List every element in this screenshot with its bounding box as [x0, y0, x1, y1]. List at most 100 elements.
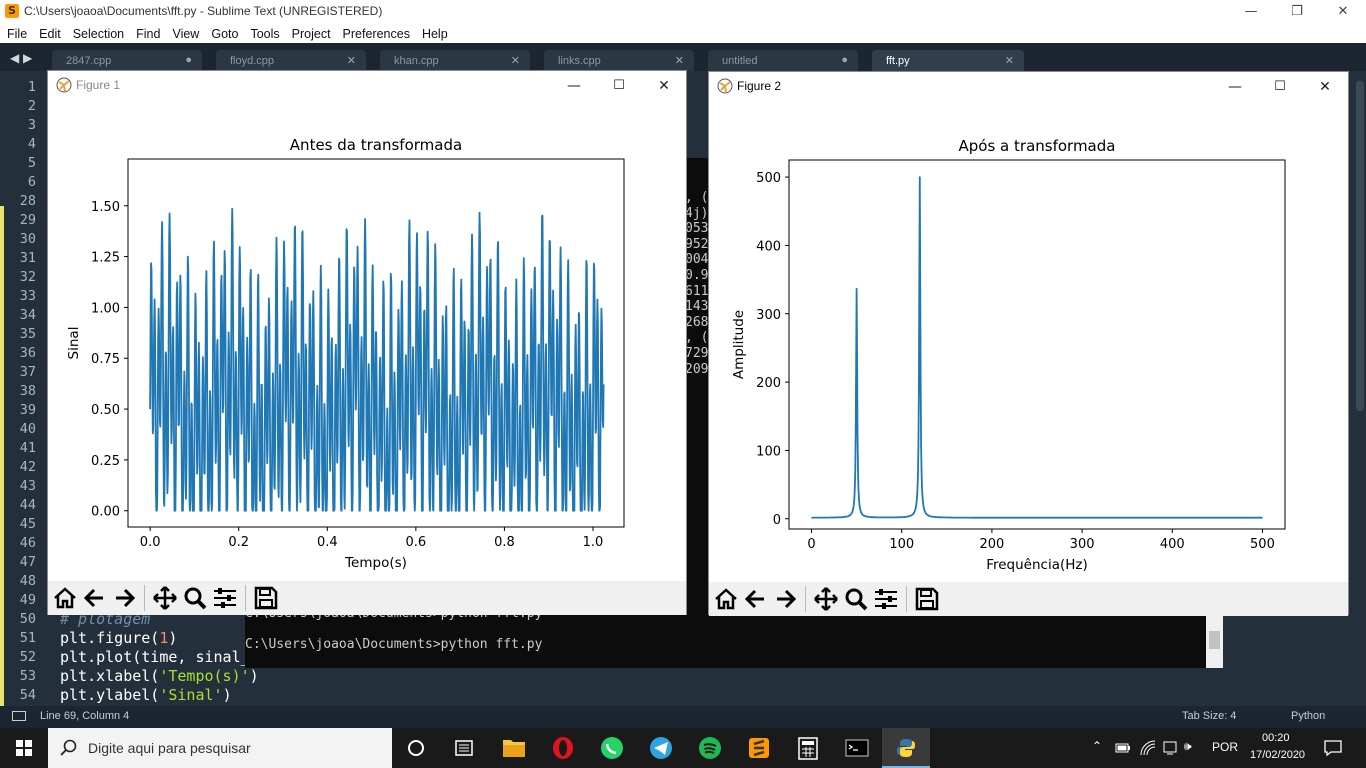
task-view-icon[interactable]: [440, 728, 488, 768]
menu-file[interactable]: File: [7, 27, 28, 41]
line-number: 35: [19, 326, 36, 342]
console-output-fragment: , (: [685, 190, 709, 205]
forward-arrow-icon[interactable]: [110, 585, 138, 611]
line-number: 36: [19, 345, 36, 361]
figure-minimize-button[interactable]: —: [567, 78, 581, 94]
sublime-text-taskbar-icon[interactable]: [735, 728, 783, 768]
line-number: 28: [19, 193, 36, 209]
menu-view[interactable]: View: [172, 27, 200, 41]
minimize-button[interactable]: —: [1244, 4, 1258, 19]
pan-icon[interactable]: [812, 586, 840, 612]
python-taskbar-button[interactable]: [882, 728, 930, 768]
tab-nav-arrows[interactable]: ◀ ▶: [10, 51, 33, 65]
x-tick-label: 200: [979, 537, 1004, 552]
home-icon[interactable]: [51, 585, 79, 611]
modified-line-marker: [0, 454, 4, 716]
x-tick-label: 0.4: [317, 535, 338, 550]
zoom-icon[interactable]: [181, 585, 209, 611]
file-explorer-icon[interactable]: [490, 728, 538, 768]
restore-button[interactable]: ❐: [1291, 4, 1303, 19]
telegram-icon[interactable]: [637, 728, 685, 768]
y-tick-label: 0.75: [91, 352, 120, 367]
configure-subplots-icon[interactable]: [872, 586, 900, 612]
tab-2847-cpp[interactable]: 2847.cpp ●: [52, 50, 202, 71]
tab-untitled[interactable]: untitled ●: [708, 50, 858, 71]
unsaved-dot-icon[interactable]: ●: [185, 54, 192, 66]
console-scrollbar-thumb[interactable]: [1209, 631, 1220, 649]
notifications-icon[interactable]: [1324, 740, 1342, 756]
pan-icon[interactable]: [151, 585, 179, 611]
clock-date[interactable]: 17/02/2020: [1250, 749, 1306, 761]
save-figure-icon[interactable]: [252, 585, 280, 611]
line-number: 46: [19, 535, 36, 551]
line-number: 53: [19, 668, 36, 684]
spotify-icon[interactable]: [686, 728, 734, 768]
tab-close-icon[interactable]: ✕: [1004, 55, 1014, 67]
console-output-fragment: 004: [685, 252, 709, 268]
tab-close-icon[interactable]: ✕: [346, 55, 356, 67]
opera-icon[interactable]: [539, 728, 587, 768]
line-number: 44: [19, 497, 36, 513]
figure-maximize-button[interactable]: ☐: [1274, 79, 1286, 94]
console-toggle-icon[interactable]: [12, 711, 26, 721]
forward-arrow-icon[interactable]: [771, 586, 799, 612]
tab-label: fft.py: [886, 55, 910, 67]
tab-links-cpp[interactable]: links.cpp ✕: [544, 50, 694, 71]
back-arrow-icon[interactable]: [81, 585, 109, 611]
figure-maximize-button[interactable]: ☐: [613, 78, 625, 93]
close-button[interactable]: ✕: [1337, 4, 1349, 19]
whatsapp-icon[interactable]: [588, 728, 636, 768]
wifi-icon[interactable]: [1140, 740, 1156, 756]
menu-find[interactable]: Find: [136, 27, 161, 41]
clock-time[interactable]: 00:20: [1262, 732, 1290, 744]
scrollbar-thumb[interactable]: [1356, 81, 1364, 411]
battery-icon[interactable]: [1115, 741, 1131, 755]
save-figure-icon[interactable]: [913, 586, 941, 612]
line-number: 39: [19, 402, 36, 418]
x-tick-label: 0.0: [140, 535, 161, 550]
volume-icon[interactable]: 🕪: [1184, 739, 1192, 753]
windows-start-icon[interactable]: [0, 728, 48, 768]
unsaved-dot-icon[interactable]: ●: [841, 54, 848, 66]
figure-close-button[interactable]: ✕: [658, 78, 670, 94]
menu-selection[interactable]: Selection: [72, 27, 125, 41]
taskbar-search-box[interactable]: Digite aqui para pesquisar: [48, 728, 392, 768]
configure-subplots-icon[interactable]: [211, 585, 239, 611]
tab-size[interactable]: Tab Size: 4: [1182, 710, 1237, 722]
tab-close-icon[interactable]: ✕: [510, 55, 520, 67]
figure-minimize-button[interactable]: —: [1228, 79, 1242, 95]
line-number: 49: [19, 592, 36, 608]
tab-khan-cpp[interactable]: khan.cpp ✕: [380, 50, 530, 71]
home-icon[interactable]: [712, 586, 740, 612]
back-arrow-icon[interactable]: [742, 586, 770, 612]
editor-scrollbar[interactable]: [1354, 71, 1366, 706]
command-prompt-icon[interactable]: [833, 728, 881, 768]
line-number: 29: [19, 212, 36, 228]
device-connected-icon[interactable]: [1162, 740, 1178, 756]
menu-help[interactable]: Help: [421, 27, 448, 41]
syntax-mode[interactable]: Python: [1291, 710, 1326, 722]
menu-goto[interactable]: Goto: [211, 27, 239, 41]
tab-fft-py[interactable]: fft.py ✕: [872, 50, 1024, 71]
tab-close-icon[interactable]: ✕: [674, 55, 684, 67]
menu-tools[interactable]: Tools: [250, 27, 280, 41]
console-scrollbar[interactable]: [1206, 613, 1223, 668]
menu-preferences[interactable]: Preferences: [342, 27, 410, 41]
show-hidden-icons-chevron-icon[interactable]: ⌃: [1092, 739, 1103, 753]
cursor-position: Line 69, Column 4: [40, 710, 130, 722]
input-language[interactable]: POR: [1212, 740, 1239, 754]
figure-close-button[interactable]: ✕: [1319, 79, 1331, 95]
menu-edit[interactable]: Edit: [39, 27, 61, 41]
line-number: 30: [19, 231, 36, 247]
line-number: 1: [27, 79, 36, 95]
calculator-icon[interactable]: [784, 728, 832, 768]
x-tick-label: 500: [1250, 537, 1275, 552]
tab-floyd-cpp[interactable]: floyd.cpp ✕: [216, 50, 366, 71]
cortana-icon[interactable]: [392, 728, 440, 768]
frequency-spectrum-plot: 0 100 200 300 400 500 0 100 200 300 400 500 Após a t…: [731, 137, 1286, 573]
y-tick-label: 200: [756, 376, 781, 391]
code-line-53: plt.xlabel('Tempo(s)'): [60, 667, 259, 685]
menu-project[interactable]: Project: [291, 27, 331, 41]
zoom-icon[interactable]: [842, 586, 870, 612]
line-number: 6: [27, 174, 36, 190]
